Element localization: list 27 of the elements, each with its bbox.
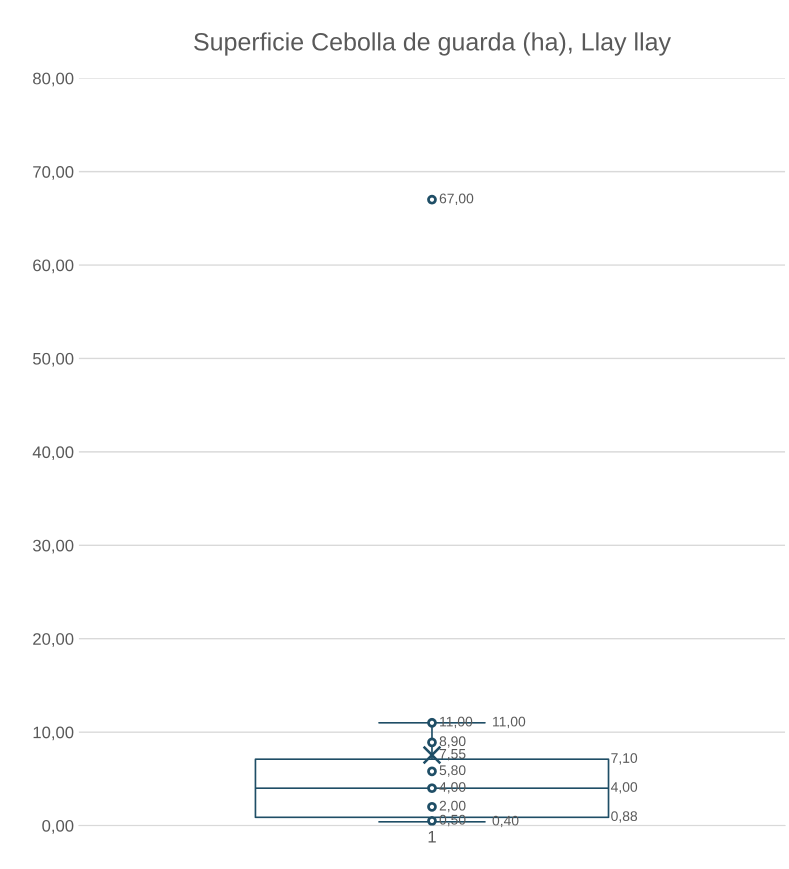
y-tick-label: 30,00: [32, 540, 74, 554]
annotation: 0,40: [492, 816, 518, 828]
data-label: 2,00: [440, 800, 466, 812]
y-tick-label: 70,00: [33, 166, 74, 180]
data-label: 8,90: [440, 736, 466, 748]
point: [427, 802, 437, 812]
annotation: 0,88: [611, 811, 638, 823]
annotation: 4,00: [610, 782, 638, 794]
annotation: 67,00: [440, 194, 474, 206]
point: [427, 766, 437, 776]
point: [427, 783, 437, 794]
annotation: 7,10: [611, 753, 638, 765]
point: [427, 816, 437, 826]
y-tick-label: 80,00: [33, 72, 74, 86]
x-tick-label: 1: [428, 831, 436, 842]
data-label: 5,80: [440, 765, 466, 777]
chart-title: Superficie Cebolla de guarda (ha), Llay llay: [194, 32, 671, 56]
y-tick-label: 0,00: [42, 820, 74, 834]
point: [427, 738, 437, 748]
annotation: 11,00: [493, 716, 526, 728]
y-tick-label: 40,00: [32, 446, 74, 460]
y-tick-label: 20,00: [33, 633, 74, 647]
y-tick-label: 50,00: [33, 352, 74, 367]
point: [427, 718, 437, 728]
y-tick-label: 60,00: [33, 259, 74, 274]
annotation: 7,55: [440, 749, 466, 760]
y-tick-label: 10,00: [34, 726, 74, 740]
